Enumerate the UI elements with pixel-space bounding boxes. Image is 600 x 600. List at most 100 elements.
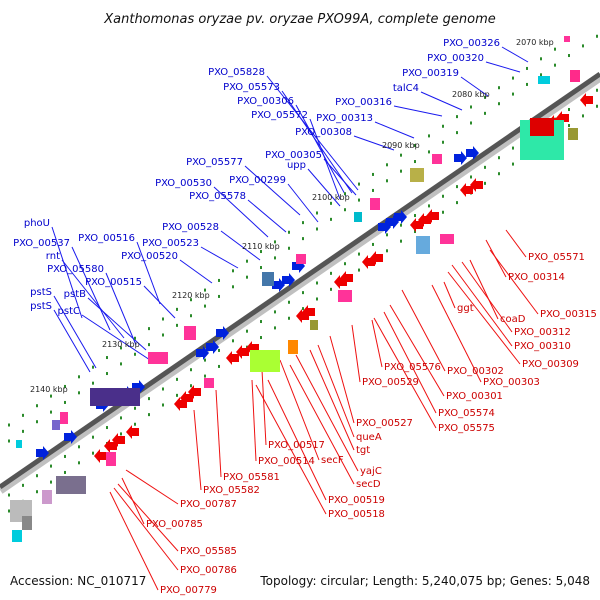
forward-gene-leader-line [323,158,357,196]
forward-gene-label: PXO_00305 [265,150,322,161]
tick-dot [120,432,122,436]
tick-dot [498,86,500,90]
forward-gene-label: PXO_00537 [13,238,70,249]
tick-dot [288,300,290,304]
tick-dot [78,445,80,449]
tick-dot [64,384,66,388]
tick-dot [400,239,402,243]
forward-gene-label: PXO_00515 [85,277,142,288]
tick-dot [162,333,164,337]
genome-backbone [0,71,600,490]
tick-dot [400,153,402,157]
forward-gene-arrow [394,210,407,224]
reverse-gene-leader-line [117,483,179,552]
reverse-gene-box [288,340,298,354]
forward-gene-label: phoU [24,218,50,229]
tick-dot [470,175,472,179]
reverse-gene-leader-line [447,271,521,365]
tick-dot [218,294,220,298]
forward-gene-label: PXO_00326 [443,38,500,49]
forward-gene-leader-line [71,246,111,331]
reverse-gene-leader-line [469,259,499,320]
forward-gene-label: PXO_05828 [208,67,265,78]
forward-gene-leader-line [143,285,176,319]
tick-dot [568,54,570,58]
reverse-gene-leader-line [317,344,355,438]
tick-dot [582,114,584,118]
tick-dot [358,268,360,272]
kbp-tick-label: 2130 kbp [102,340,140,349]
tick-dot [120,416,122,420]
tick-dot [456,201,458,205]
tick-dot [414,214,416,218]
reverse-gene-label: PXO_00315 [540,309,597,320]
forward-gene-label: PXO_05578 [189,191,246,202]
forward-gene-leader-line [307,168,341,207]
reverse-gene-label: PXO_05575 [438,423,495,434]
kbp-tick-label: 2140 kbp [30,385,68,394]
reverse-gene-box [440,234,454,244]
forward-gene-leader-line [460,76,489,97]
forward-gene-leader-line [81,314,151,361]
tick-dot [232,269,234,273]
tick-dot [386,249,388,253]
tick-dot [512,92,514,96]
forward-gene-leader-line [295,104,347,197]
reverse-gene-leader-line [489,249,539,315]
forward-gene-box [60,412,68,424]
tick-dot [498,102,500,106]
reverse-gene-box [42,490,52,504]
forward-gene-label: PXO_00299 [229,175,286,186]
tick-dot [330,217,332,221]
reverse-gene-box [310,320,318,330]
tick-dot [120,346,122,350]
tick-dot [386,163,388,167]
forward-gene-label: PXO_00523 [142,238,199,249]
tick-dot [50,394,52,398]
tick-dot [204,374,206,378]
forward-gene-leader-line [281,90,353,194]
tick-dot [134,406,136,410]
forward-gene-label: PXO_00520 [121,251,178,262]
forward-gene-box [90,388,140,406]
forward-gene-label: pstB [64,289,86,300]
tick-dot [218,348,220,352]
kbp-tick-label: 2110 kbp [242,242,280,251]
tick-dot [484,165,486,169]
tick-dot [302,307,304,311]
forward-gene-box [16,440,22,448]
tick-dot [246,329,248,333]
accession-text: Accession: NC_010717 [10,574,146,588]
tick-dot [358,252,360,256]
tick-dot [162,317,164,321]
forward-gene-label: PXO_05573 [223,82,280,93]
reverse-gene-leader-line [431,284,482,383]
forward-gene-label: PXO_00316 [335,97,392,108]
tick-dot [512,162,514,166]
reverse-gene-label: PXO_05581 [223,472,280,483]
tick-dot [106,426,108,430]
reverse-gene-label: secF [321,455,344,466]
tick-dot [8,509,10,513]
label-lines [51,46,539,591]
tick-dot [372,188,374,192]
reverse-gene-leader-line [351,324,361,383]
reverse-gene-leader-line [261,369,267,446]
forward-gene-leader-line [247,199,287,233]
tick-dot [176,393,178,397]
reverse-gene-leader-line [461,261,513,333]
tick-dot [372,242,374,246]
reverse-gene-arrow [104,439,117,453]
forward-gene-label: pstC [58,306,80,317]
reverse-gene-label: PXO_00529 [362,377,419,388]
reverse-gene-label: PXO_05571 [528,252,585,263]
tick-dot [442,124,444,128]
reverse-gene-label: PXO_00302 [447,366,504,377]
forward-gene-leader-line [200,246,239,269]
forward-gene-leader-line [393,105,443,117]
forward-gene-arrow [466,146,479,160]
reverse-gene-leader-line [443,281,456,309]
tick-dot [386,233,388,237]
forward-gene-box [52,420,60,430]
